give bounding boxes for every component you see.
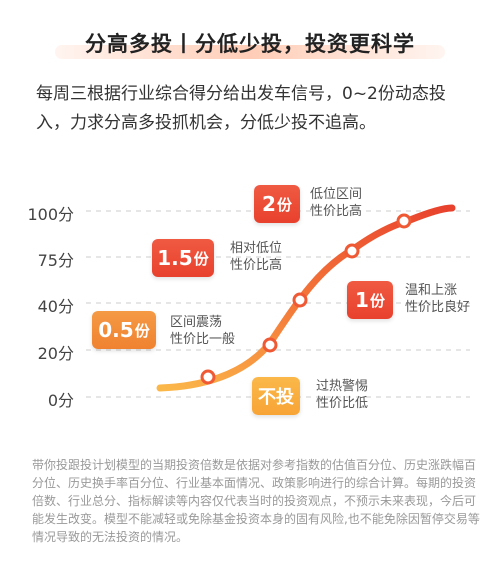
y-tick-label: 0分 [47,391,74,410]
disclaimer-text: 带你投跟投计划模型的当期投资倍数是依据对参考指数的估值百分位、历史涨跌幅百分位、… [32,458,480,544]
tier-note-line: 性价比低 [316,396,369,411]
tier-note-line: 过热警惕 [316,379,369,394]
tier-note-none: 过热警惕 性价比低 [316,378,368,412]
tier-note-2: 低位区间 性价比高 [310,186,362,220]
tier-note-1: 温和上涨 性价比良好 [405,282,470,316]
page-title: 分高多投丨分低少投，投资更科学 [85,32,415,56]
series-points [200,213,412,385]
intro-text: 每周三根据行业综合得分给出发车信号，0~2份动态投入，力求分高多投抓机会，分低少… [36,84,446,133]
tier-tag-none: 不投 [252,377,300,415]
tier-unit: 份 [276,195,292,214]
header: 分高多投丨分低少投，投资更科学 [0,28,500,58]
tier-tag-0-5: 0.5 份 [92,311,156,349]
tier-note-line: 性价比一般 [170,332,236,347]
y-tick-label: 40分 [37,297,74,316]
data-point [292,292,308,308]
tier-note-line: 性价比高 [230,258,283,273]
series-line [156,204,456,392]
tier-note-line: 相对低位 [230,241,283,256]
tier-note-line: 性价比高 [310,204,363,219]
tier-amount: 不投 [258,387,294,408]
data-point [262,337,278,353]
tier-amount: 1 [355,288,369,312]
tier-unit: 份 [369,291,385,310]
tier-unit: 份 [134,321,150,340]
y-tick-label: 20分 [37,344,74,363]
title-highlight [55,45,445,59]
tier-note-1-5: 相对低位 性价比高 [230,240,282,274]
y-tick-label: 75分 [37,251,74,270]
tier-unit: 份 [193,249,209,268]
tier-amount: 2 [262,192,276,216]
y-tick-label: 100分 [27,205,74,224]
tier-amount: 1.5 [157,246,193,270]
tier-tag-1-5: 1.5 份 [152,239,214,277]
data-point [344,243,360,259]
tier-amount: 0.5 [98,318,134,342]
tier-note-line: 区间震荡 [170,315,223,330]
tier-note-0-5: 区间震荡 性价比一般 [170,314,235,348]
tier-note-line: 温和上涨 [405,283,458,298]
data-point [396,213,412,229]
data-point [200,369,216,385]
tier-note-line: 低位区间 [310,187,363,202]
tier-note-line: 性价比良好 [405,300,471,315]
